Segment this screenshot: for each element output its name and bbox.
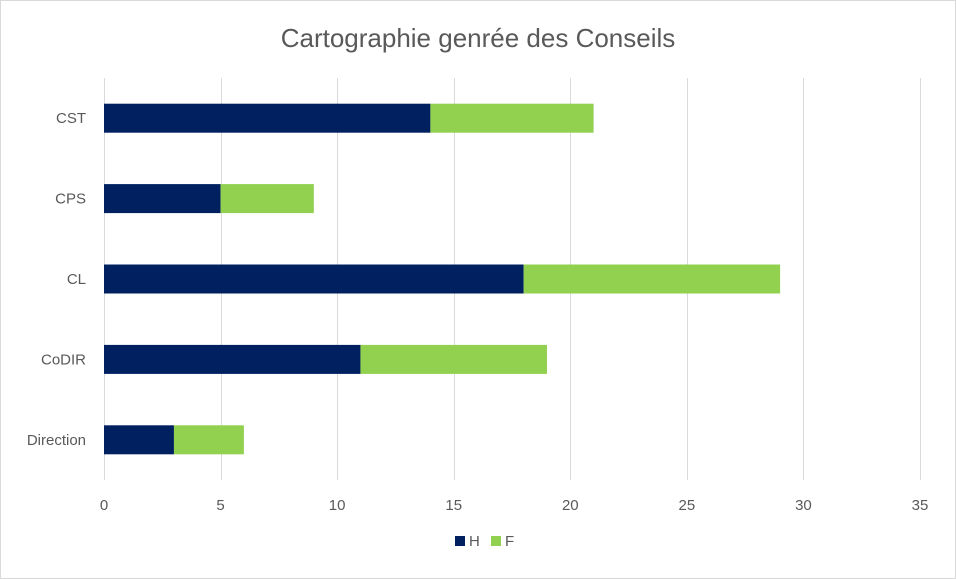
category-label: CST bbox=[56, 110, 86, 127]
category-label: Direction bbox=[27, 432, 86, 449]
bar-f-direction bbox=[173, 425, 244, 455]
legend-swatch-f bbox=[491, 536, 501, 546]
category-label: CL bbox=[67, 271, 86, 288]
bar-h-cl bbox=[104, 264, 524, 294]
x-tick-label: 25 bbox=[679, 497, 696, 514]
bar-f-cps bbox=[220, 184, 314, 214]
bar-h-cst bbox=[104, 103, 431, 133]
bar-f-codir bbox=[360, 344, 547, 374]
bar-h-codir bbox=[104, 344, 361, 374]
legend-label-h: H bbox=[469, 533, 480, 550]
x-tick-label: 0 bbox=[100, 497, 108, 514]
category-labels: CST CPS CL CoDIR Direction bbox=[27, 110, 86, 449]
x-tick-label: 35 bbox=[912, 497, 929, 514]
bars bbox=[104, 103, 781, 455]
legend-label-f: F bbox=[505, 533, 514, 550]
x-tick-label: 30 bbox=[795, 497, 812, 514]
bar-h-direction bbox=[104, 425, 174, 455]
bar-f-cl bbox=[523, 264, 781, 294]
x-tick-label: 5 bbox=[216, 497, 224, 514]
chart-title: Cartographie genrée des Conseils bbox=[281, 23, 676, 53]
x-tick-label: 10 bbox=[329, 497, 346, 514]
x-tick-labels: 0 5 10 15 20 25 30 35 bbox=[100, 497, 929, 514]
x-tick-label: 15 bbox=[445, 497, 462, 514]
category-label: CoDIR bbox=[41, 351, 86, 368]
bar-f-cst bbox=[430, 103, 594, 133]
x-tick-label: 20 bbox=[562, 497, 579, 514]
category-label: CPS bbox=[55, 191, 86, 208]
legend-swatch-h bbox=[455, 536, 465, 546]
bar-h-cps bbox=[104, 184, 221, 214]
